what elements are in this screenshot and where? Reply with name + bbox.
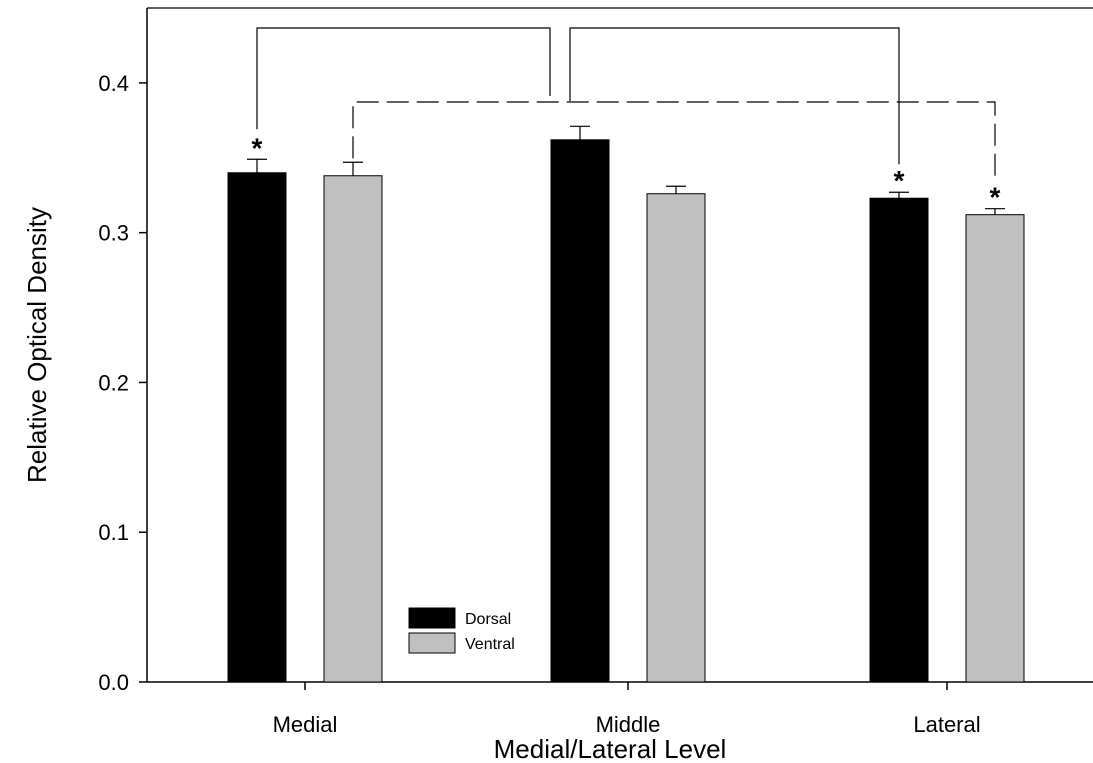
x-tick-label: Middle bbox=[596, 712, 661, 737]
x-tick-label: Medial bbox=[273, 712, 338, 737]
legend-label-dorsal: Dorsal bbox=[465, 611, 511, 628]
bracket-solid-middle-lateral bbox=[569, 27, 900, 165]
legend-swatch-ventral bbox=[408, 632, 456, 654]
y-axis-title: Relative Optical Density bbox=[22, 207, 52, 483]
bracket-solid-medial-middle bbox=[256, 27, 551, 130]
axes: 0.0 0.1 0.2 0.3 0.4 Medial Middle Lateral bbox=[98, 7, 1093, 737]
bar-dorsal-lateral bbox=[869, 197, 929, 683]
y-tick-label: 0.4 bbox=[98, 71, 129, 96]
y-tick-label: 0.2 bbox=[98, 370, 129, 395]
significance-star: * bbox=[990, 182, 1001, 213]
significance-star: * bbox=[894, 165, 905, 196]
bracket-dashed-medial-lateral-ventral bbox=[352, 101, 996, 181]
bar-ventral-middle bbox=[646, 193, 706, 683]
y-tick-label: 0.1 bbox=[98, 520, 129, 545]
y-tick-label: 0.0 bbox=[98, 670, 129, 695]
legend-swatch-dorsal bbox=[408, 607, 456, 629]
legend-label-ventral: Ventral bbox=[465, 636, 515, 653]
x-axis-title: Medial/Lateral Level bbox=[494, 734, 727, 763]
x-tick-label: Lateral bbox=[913, 712, 980, 737]
bars: * * * bbox=[227, 125, 1025, 683]
bar-ventral-medial bbox=[323, 175, 383, 683]
bar-ventral-lateral bbox=[965, 214, 1025, 683]
bar-dorsal-middle bbox=[550, 139, 610, 683]
significance-star: * bbox=[252, 132, 263, 163]
y-tick-label: 0.3 bbox=[98, 221, 129, 246]
legend: Dorsal Ventral bbox=[408, 607, 515, 654]
bar-dorsal-medial bbox=[227, 172, 287, 683]
comparison-brackets bbox=[256, 27, 996, 181]
